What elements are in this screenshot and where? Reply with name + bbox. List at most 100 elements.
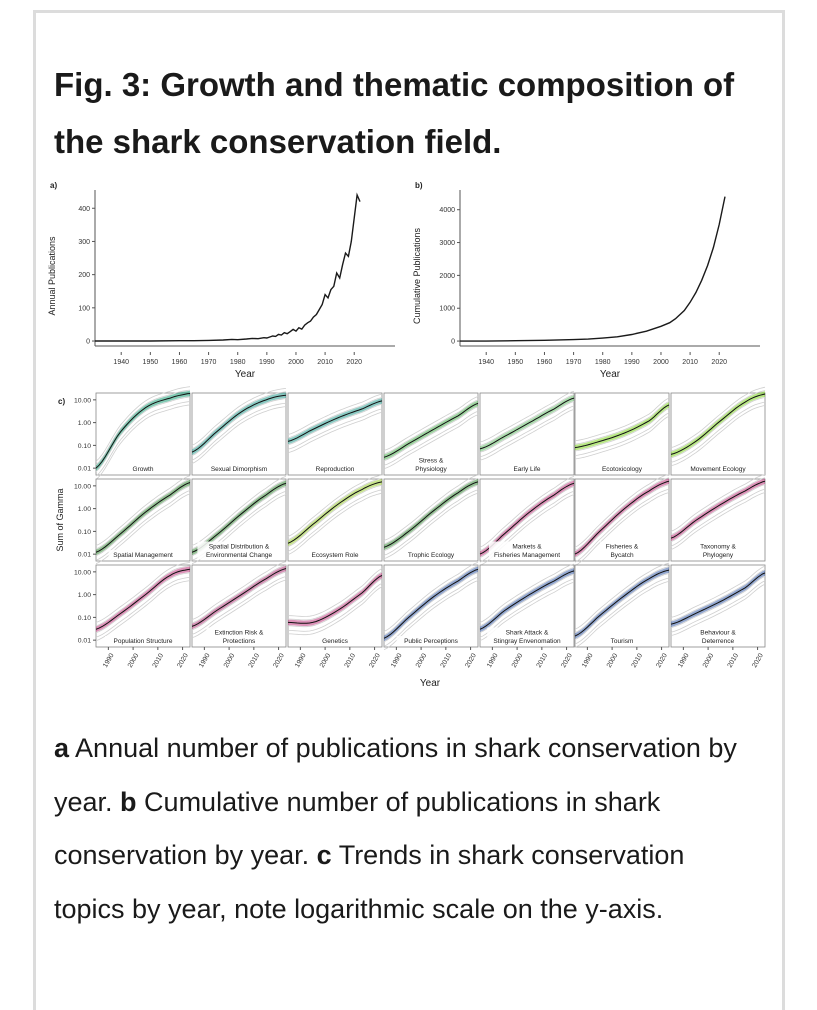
panel-label: b): [415, 181, 423, 190]
trend-line: [383, 568, 479, 639]
facet-population-structure: Population Structure 0.01 0.10 1.00 10.00 199…: [74, 562, 191, 669]
facet-label: Extinction Risk &: [215, 630, 264, 637]
background-trend: [574, 573, 670, 640]
x-tick-label: 2020: [655, 652, 669, 669]
background-trend: [670, 397, 766, 459]
background-trend: [287, 393, 383, 435]
background-trend: [383, 565, 479, 636]
trend-ribbon: [480, 480, 574, 557]
background-trend: [287, 582, 383, 632]
background-trend: [574, 407, 670, 452]
trend-line: [479, 482, 575, 555]
trend-ribbon: [192, 565, 286, 630]
background-trend: [574, 492, 670, 566]
background-trend: [670, 492, 766, 550]
background-trend: [287, 489, 383, 552]
figure-title: Fig. 3: Growth and thematic composition …: [54, 66, 735, 160]
y-tick-label: 0.01: [78, 466, 91, 473]
background-trend: [95, 475, 191, 546]
y-tick-label: 400: [78, 206, 90, 213]
panel-a-group: 0 100 200 300 400 1940 1950 1960 1970 1980 1990 200…: [47, 181, 395, 380]
facet-label-bg: [596, 464, 648, 474]
x-axis-title: Year: [420, 678, 441, 689]
y-axis-title: Sum of Gamma: [55, 488, 65, 551]
background-trend: [191, 561, 287, 620]
background-trend: [574, 484, 670, 558]
x-tick-label: 2010: [682, 359, 698, 366]
background-trend: [383, 492, 479, 560]
background-trend: [287, 568, 383, 617]
background-trend: [383, 562, 479, 632]
y-tick-label: 1.00: [78, 592, 91, 599]
facet-spatial-management: Spatial Management 0.01 0.10 1.00 10.00: [74, 475, 191, 565]
y-tick-label: 0: [451, 339, 455, 346]
y-tick-label: 0.10: [78, 529, 91, 536]
background-trend: [670, 583, 766, 636]
facet-label-bg: [311, 464, 359, 474]
background-trend: [383, 474, 479, 541]
facet-label-bg: [307, 550, 363, 560]
background-trend: [574, 581, 670, 648]
y-tick-label: 0.01: [78, 638, 91, 645]
facet-label: Trophic Ecology: [408, 552, 455, 559]
background-trend: [670, 477, 766, 536]
trend-line: [287, 574, 383, 624]
background-trend: [574, 397, 670, 442]
trend-ribbon: [96, 479, 190, 556]
caption-b-letter: b: [120, 786, 137, 817]
background-trend: [191, 479, 287, 550]
x-tick-label: 1990: [624, 359, 640, 366]
facet-shark-attack-stingray-envenomation: Shark Attack &Stingray Envenomation 1990 2…: [479, 563, 575, 669]
x-tick-label: 2010: [344, 652, 358, 669]
facet-label: Spatial Management: [113, 552, 173, 559]
y-tick-label: 10.00: [74, 483, 91, 490]
trend-line: [670, 480, 766, 539]
background-trend: [191, 398, 287, 456]
background-trend: [574, 488, 670, 563]
y-tick-label: 1.00: [78, 420, 91, 427]
facet-frame: [95, 564, 191, 648]
background-trend: [95, 396, 191, 472]
background-trend: [287, 478, 383, 541]
background-trend: [383, 572, 479, 643]
facet-label-bg: [318, 636, 352, 646]
caption-a-text: Annual number of publications in shark c…: [54, 733, 737, 817]
trend-ribbon: [671, 478, 765, 541]
trend-line: [479, 570, 575, 630]
y-tick-label: 10.00: [74, 397, 91, 404]
background-trend: [479, 567, 575, 627]
background-trend: [670, 565, 766, 618]
background-trend: [574, 401, 670, 445]
x-tick-label: 1980: [230, 359, 246, 366]
facet-label-bg: [105, 636, 181, 646]
trend-ribbon: [96, 390, 190, 471]
background-trend: [670, 575, 766, 628]
facet-label-bg: [696, 627, 740, 646]
trend-ribbon: [384, 400, 478, 460]
x-tick-label: 2020: [346, 359, 362, 366]
trend-line: [95, 568, 191, 630]
background-trend: [95, 572, 191, 634]
facet-label: Ecotoxicology: [602, 466, 643, 473]
background-trend: [287, 492, 383, 556]
facet-label-bg: [108, 550, 178, 560]
background-trend: [670, 401, 766, 463]
x-tick-label: 1990: [486, 652, 500, 669]
x-tick-label: 2000: [127, 652, 141, 669]
background-trend: [191, 406, 287, 464]
x-tick-label: 1950: [143, 359, 159, 366]
trend-ribbon: [575, 478, 669, 557]
facet-label: Deterrence: [702, 638, 735, 645]
trend-line: [479, 397, 575, 450]
y-tick-label: 0.10: [78, 443, 91, 450]
y-tick-label: 0.10: [78, 615, 91, 622]
y-axis-title: Cumulative Publications: [412, 227, 422, 324]
x-tick-label: 1940: [113, 359, 129, 366]
y-tick-label: 200: [78, 272, 90, 279]
facet-trophic-ecology: Trophic Ecology: [383, 474, 479, 562]
background-trend: [670, 488, 766, 547]
panel-c-group: Growth 0.01 0.10 1.00 10.00 Sexual Dimorphism…: [55, 386, 766, 689]
facet-label: Protections: [223, 638, 256, 645]
facet-label-bg: [507, 464, 547, 474]
